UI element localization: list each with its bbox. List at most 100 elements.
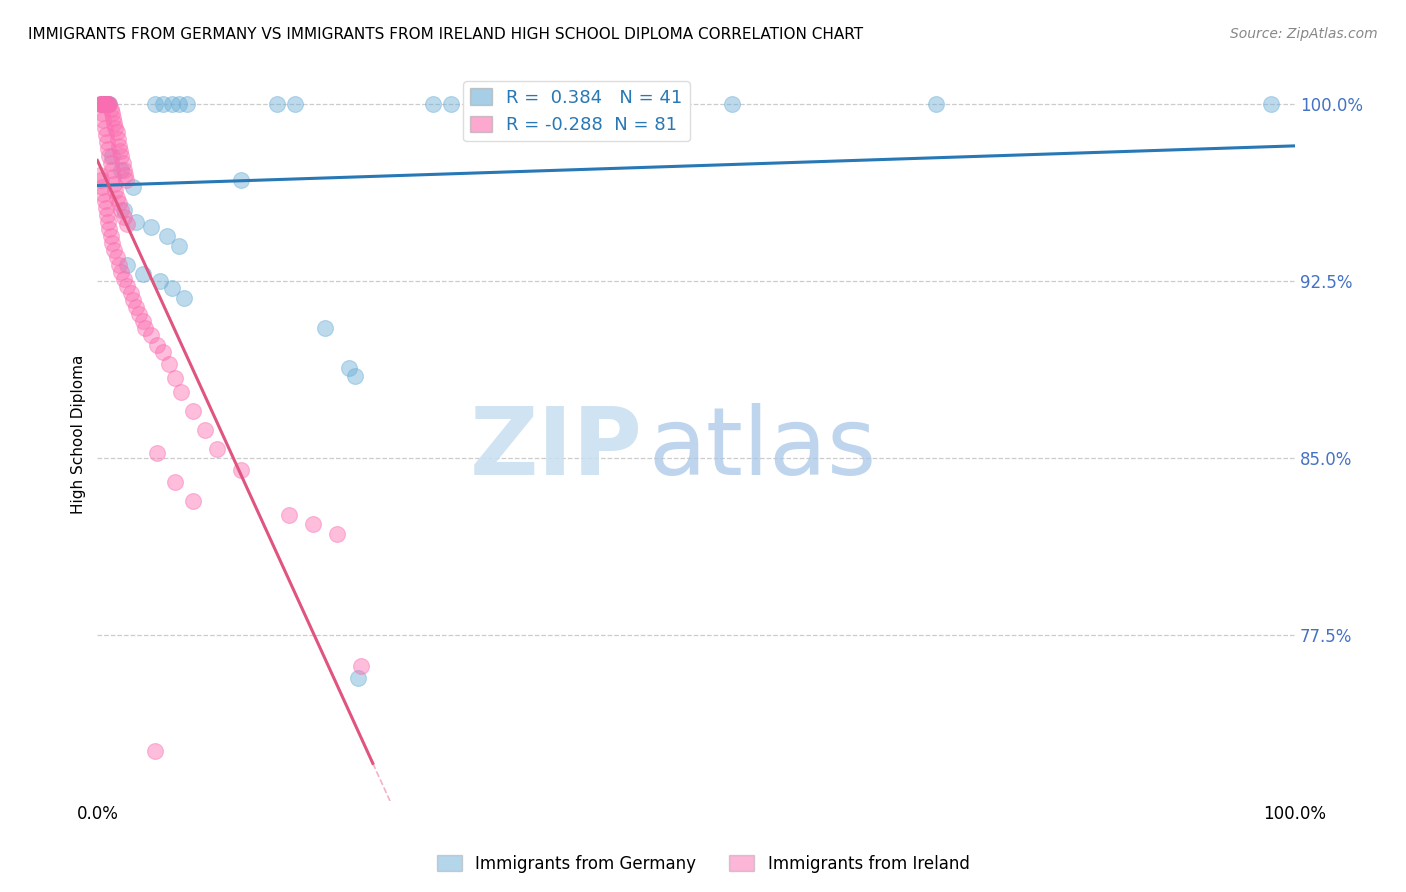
Point — [103, 178, 125, 192]
Point — [100, 149, 122, 163]
Point — [91, 106, 114, 120]
Point — [94, 97, 117, 112]
Text: atlas: atlas — [648, 403, 876, 495]
Point — [117, 258, 139, 272]
Point — [132, 267, 155, 281]
Point — [97, 215, 120, 229]
Point — [105, 191, 128, 205]
Point — [89, 97, 111, 112]
Point — [90, 97, 112, 112]
Point — [326, 526, 349, 541]
Point — [146, 338, 169, 352]
Point — [143, 97, 166, 112]
Point — [96, 97, 118, 112]
Point — [181, 404, 204, 418]
Point — [91, 186, 114, 201]
Point — [560, 97, 582, 112]
Point — [152, 345, 174, 359]
Point — [124, 300, 146, 314]
Point — [173, 291, 195, 305]
Point — [229, 463, 252, 477]
Point — [194, 423, 217, 437]
Point — [100, 163, 122, 178]
Point — [229, 172, 252, 186]
Text: ZIP: ZIP — [470, 403, 643, 495]
Point — [101, 170, 124, 185]
Point — [110, 203, 132, 218]
Point — [1260, 97, 1282, 112]
Point — [93, 97, 115, 112]
Point — [90, 172, 112, 186]
Point — [721, 97, 744, 112]
Point — [167, 97, 190, 112]
Point — [97, 142, 120, 156]
Point — [347, 671, 370, 685]
Point — [266, 97, 288, 112]
Point — [91, 97, 114, 112]
Point — [90, 97, 112, 112]
Point — [98, 222, 121, 236]
Point — [146, 446, 169, 460]
Point — [422, 97, 444, 112]
Point — [105, 251, 128, 265]
Point — [89, 168, 111, 182]
Point — [541, 97, 564, 112]
Point — [337, 361, 360, 376]
Point — [141, 219, 163, 234]
Point — [94, 128, 117, 142]
Point — [134, 321, 156, 335]
Point — [350, 659, 373, 673]
Point — [156, 229, 179, 244]
Text: Source: ZipAtlas.com: Source: ZipAtlas.com — [1230, 27, 1378, 41]
Point — [111, 156, 134, 170]
Point — [103, 244, 125, 258]
Point — [93, 97, 115, 112]
Point — [96, 97, 118, 112]
Point — [108, 139, 131, 153]
Point — [96, 97, 118, 112]
Point — [302, 517, 325, 532]
Point — [143, 744, 166, 758]
Point — [98, 97, 121, 112]
Point — [141, 328, 163, 343]
Point — [98, 97, 121, 112]
Point — [110, 149, 132, 163]
Point — [128, 307, 150, 321]
Point — [108, 144, 131, 158]
Point — [100, 106, 122, 120]
Point — [112, 203, 135, 218]
Point — [104, 120, 127, 135]
Point — [176, 97, 198, 112]
Point — [314, 321, 336, 335]
Point — [97, 97, 120, 112]
Point — [165, 371, 187, 385]
Point — [91, 97, 114, 112]
Point — [110, 163, 132, 178]
Point — [170, 385, 193, 400]
Point — [181, 493, 204, 508]
Point — [117, 218, 139, 232]
Point — [94, 97, 117, 112]
Point — [117, 278, 139, 293]
Point — [91, 97, 114, 112]
Point — [100, 102, 122, 116]
Point — [165, 475, 187, 489]
Point — [100, 236, 122, 251]
Point — [120, 285, 142, 300]
Y-axis label: High School Diploma: High School Diploma — [72, 355, 86, 515]
Point — [93, 194, 115, 208]
Point — [94, 201, 117, 215]
Point — [149, 274, 172, 288]
Point — [98, 149, 121, 163]
Point — [97, 97, 120, 112]
Point — [114, 168, 136, 182]
Point — [152, 97, 174, 112]
Point — [100, 156, 122, 170]
Point — [112, 211, 135, 225]
Legend: Immigrants from Germany, Immigrants from Ireland: Immigrants from Germany, Immigrants from… — [430, 848, 976, 880]
Point — [100, 229, 122, 244]
Point — [105, 125, 128, 139]
Point — [157, 357, 180, 371]
Point — [91, 113, 114, 128]
Point — [167, 238, 190, 252]
